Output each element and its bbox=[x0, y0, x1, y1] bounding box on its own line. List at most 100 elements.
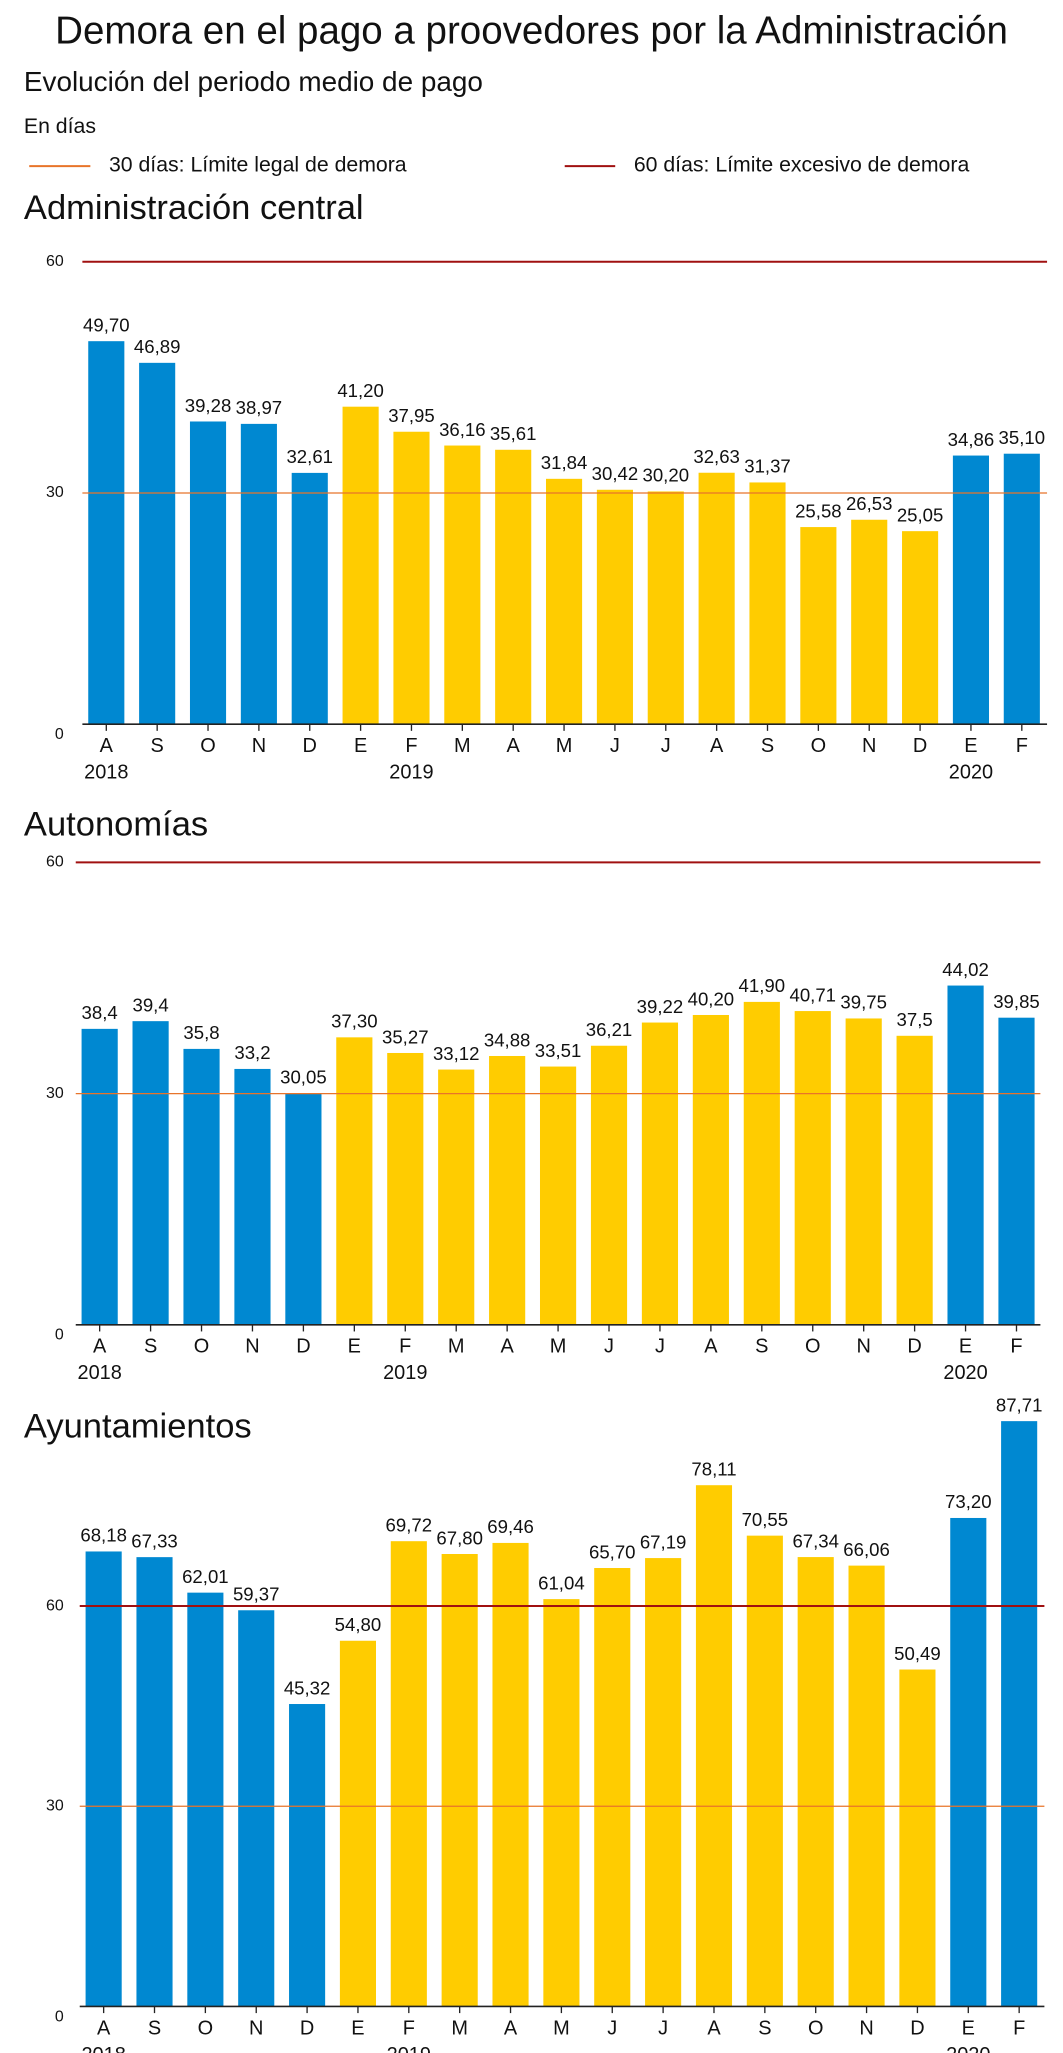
value-label: 69,72 bbox=[386, 1514, 433, 1535]
value-label: 39,75 bbox=[840, 992, 887, 1013]
x-tick-label: E bbox=[351, 2017, 364, 2039]
legend-label: 30 días: Límite legal de demora bbox=[109, 153, 407, 177]
value-label: 37,95 bbox=[388, 405, 435, 426]
value-label: 25,58 bbox=[795, 500, 842, 521]
bar bbox=[590, 1045, 628, 1325]
year-label: 2019 bbox=[383, 1362, 427, 1384]
bar bbox=[85, 1551, 122, 2007]
value-label: 70,55 bbox=[742, 1509, 789, 1530]
value-label: 25,05 bbox=[897, 504, 944, 525]
x-tick-label: A bbox=[710, 735, 724, 757]
x-tick-label: J bbox=[607, 2017, 617, 2039]
value-label: 37,30 bbox=[331, 1011, 378, 1032]
x-tick-label: D bbox=[913, 735, 927, 757]
value-label: 54,80 bbox=[335, 1614, 382, 1635]
x-tick-label: J bbox=[655, 1336, 665, 1358]
chart-title: Administración central bbox=[24, 189, 364, 227]
bar bbox=[136, 1557, 173, 2007]
value-label: 40,71 bbox=[789, 984, 836, 1005]
chart-title: Ayuntamientos bbox=[24, 1408, 252, 1446]
x-tick-label: O bbox=[198, 2017, 214, 2039]
x-tick-label: M bbox=[556, 735, 573, 757]
bar bbox=[848, 1565, 885, 2007]
bar bbox=[845, 1018, 882, 1325]
x-tick-label: A bbox=[704, 1336, 718, 1358]
bar bbox=[692, 1014, 729, 1325]
bar bbox=[902, 531, 939, 725]
bar bbox=[240, 423, 277, 725]
bar bbox=[1001, 1421, 1038, 2007]
bar bbox=[88, 341, 125, 725]
value-label: 41,20 bbox=[337, 380, 384, 401]
page-title: Demora en el pago a proovedores por la A… bbox=[55, 9, 1008, 52]
bar bbox=[393, 431, 430, 725]
x-tick-label: A bbox=[707, 2017, 721, 2039]
value-label: 34,88 bbox=[484, 1029, 531, 1050]
bar bbox=[492, 1542, 529, 2007]
value-label: 50,49 bbox=[894, 1643, 941, 1664]
bar bbox=[594, 1568, 631, 2007]
year-label: 2020 bbox=[943, 1362, 987, 1384]
bar bbox=[647, 491, 684, 725]
value-label: 30,05 bbox=[280, 1067, 327, 1088]
bar bbox=[489, 1055, 526, 1325]
x-tick-label: M bbox=[448, 1336, 465, 1358]
value-label: 39,4 bbox=[132, 994, 168, 1015]
bar bbox=[342, 406, 379, 725]
y-tick-label: 60 bbox=[46, 1597, 64, 1614]
bar bbox=[441, 1554, 478, 2007]
x-tick-label: A bbox=[97, 2017, 111, 2039]
value-label: 38,97 bbox=[236, 397, 283, 418]
bar bbox=[896, 1035, 933, 1325]
value-label: 30,42 bbox=[592, 463, 639, 484]
bar bbox=[794, 1011, 831, 1325]
value-label: 73,20 bbox=[945, 1491, 992, 1512]
chart-title: Autonomías bbox=[24, 806, 208, 844]
x-tick-label: F bbox=[403, 2017, 415, 2039]
bar bbox=[81, 1028, 118, 1325]
value-label: 46,89 bbox=[134, 336, 181, 357]
bar bbox=[183, 1048, 220, 1325]
y-tick-label: 0 bbox=[55, 726, 64, 743]
value-label: 35,10 bbox=[999, 427, 1046, 448]
value-label: 38,4 bbox=[82, 1002, 118, 1023]
bar bbox=[596, 489, 633, 725]
y-tick-label: 0 bbox=[55, 2008, 64, 2025]
x-tick-label: N bbox=[856, 1336, 870, 1358]
value-label: 36,16 bbox=[439, 419, 486, 440]
value-label: 33,51 bbox=[535, 1040, 582, 1061]
x-tick-label: S bbox=[758, 2017, 771, 2039]
bar bbox=[289, 1704, 326, 2007]
value-label: 45,32 bbox=[284, 1677, 331, 1698]
value-label: 33,12 bbox=[433, 1043, 480, 1064]
x-tick-label: E bbox=[962, 2017, 975, 2039]
value-label: 37,5 bbox=[897, 1009, 933, 1030]
value-label: 31,84 bbox=[541, 452, 588, 473]
legend-label: 60 días: Límite excesivo de demora bbox=[634, 153, 970, 177]
bar bbox=[238, 1610, 275, 2007]
x-tick-label: M bbox=[454, 735, 471, 757]
x-tick-label: A bbox=[507, 735, 521, 757]
x-tick-label: S bbox=[144, 1336, 157, 1358]
x-tick-label: S bbox=[148, 2017, 161, 2039]
value-label: 67,33 bbox=[131, 1530, 178, 1551]
x-tick-label: F bbox=[1013, 2017, 1025, 2039]
value-label: 30,20 bbox=[643, 465, 690, 486]
value-label: 67,19 bbox=[640, 1531, 687, 1552]
x-tick-label: E bbox=[348, 1336, 361, 1358]
x-tick-label: F bbox=[399, 1336, 411, 1358]
x-tick-label: D bbox=[907, 1336, 921, 1358]
x-tick-label: J bbox=[610, 735, 620, 757]
bar bbox=[952, 455, 990, 725]
value-label: 33,2 bbox=[234, 1042, 270, 1063]
bar bbox=[998, 1017, 1035, 1325]
year-label: 2020 bbox=[949, 762, 993, 784]
y-tick-label: 60 bbox=[46, 253, 64, 270]
year-label: 2019 bbox=[387, 2044, 431, 2053]
value-label: 68,18 bbox=[80, 1525, 127, 1546]
bar bbox=[543, 1599, 580, 2007]
bar bbox=[746, 1535, 783, 2007]
value-label: 44,02 bbox=[942, 959, 989, 980]
x-tick-label: D bbox=[296, 1336, 310, 1358]
